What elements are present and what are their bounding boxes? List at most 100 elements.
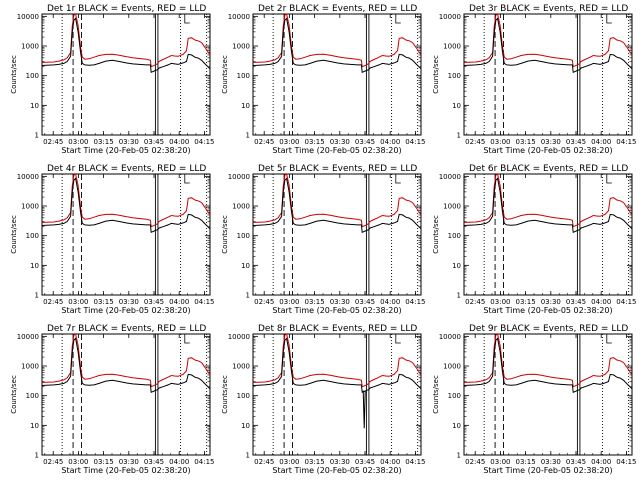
x-tick-label: 04:00 [169, 458, 189, 466]
x-tick-label: 04:00 [169, 298, 189, 306]
events-series [252, 337, 422, 394]
x-tick-label: 03:45 [566, 298, 586, 306]
x-tick-label: 03:00 [279, 138, 299, 146]
panel-title: Det 5r BLACK = Events, RED = LLD [258, 164, 417, 174]
y-tick-label: 10000 [17, 173, 39, 181]
lld-series [463, 333, 633, 388]
y-axis-label: Counts/sec [10, 55, 18, 94]
y-tick-label: 1 [457, 292, 461, 300]
y-tick-label: 10000 [228, 13, 250, 21]
x-tick-label: 02:45 [43, 138, 63, 146]
x-tick-label: 02:45 [254, 298, 274, 306]
x-tick-label: 04:00 [591, 138, 611, 146]
y-tick-label: 1 [457, 452, 461, 460]
plot-frame [463, 333, 633, 456]
plot-frame [41, 13, 211, 136]
y-tick-label: 1000 [232, 363, 250, 371]
y-tick-label: 100 [237, 232, 250, 240]
x-tick-label: 03:45 [144, 298, 164, 306]
x-tick-label: 02:45 [254, 138, 274, 146]
y-tick-label: 1000 [21, 43, 39, 51]
events-dropout [362, 390, 366, 429]
y-tick-label: 100 [26, 232, 39, 240]
y-tick-label: 1 [35, 452, 39, 460]
interval-bracket [606, 334, 612, 344]
x-tick-label: 04:15 [616, 298, 636, 306]
x-tick-label: 03:30 [119, 458, 139, 466]
x-tick-label: 02:45 [465, 138, 485, 146]
plot-frame [41, 333, 211, 456]
y-axis-label: Counts/sec [432, 375, 440, 414]
y-tick-label: 10 [452, 262, 461, 270]
y-axis-label: Counts/sec [10, 375, 18, 414]
x-tick-label: 04:15 [194, 138, 214, 146]
y-tick-label: 10000 [17, 333, 39, 341]
interval-bracket [184, 14, 190, 24]
panel-title: Det 9r BLACK = Events, RED = LLD [469, 324, 628, 334]
x-tick-label: 03:15 [94, 138, 114, 146]
x-axis-label: Start Time (20-Feb-05 02:38:20) [272, 146, 401, 155]
y-tick-label: 1000 [21, 203, 39, 211]
x-tick-label: 03:00 [490, 298, 510, 306]
detector-panel-8r: Det 8r BLACK = Events, RED = LLD 1 10 100 10… [221, 324, 425, 475]
y-tick-label: 100 [26, 72, 39, 80]
y-tick-label: 10 [241, 422, 250, 430]
plot-frame [252, 333, 422, 456]
y-tick-label: 100 [448, 72, 461, 80]
y-tick-label: 1 [457, 132, 461, 140]
x-tick-label: 03:30 [330, 458, 350, 466]
y-tick-label: 10 [241, 102, 250, 110]
interval-bracket [395, 174, 401, 184]
interval-bracket [395, 334, 401, 344]
y-tick-label: 1 [246, 452, 250, 460]
x-tick-label: 03:00 [279, 298, 299, 306]
events-series [463, 177, 633, 234]
y-tick-label: 100 [237, 392, 250, 400]
detector-panel-7r: Det 7r BLACK = Events, RED = LLD 1 10 100 10… [10, 324, 214, 475]
interval-bracket [184, 174, 190, 184]
detector-panel-9r: Det 9r BLACK = Events, RED = LLD 1 10 100 10… [432, 324, 636, 475]
events-series [41, 337, 211, 394]
y-axis-label: Counts/sec [221, 375, 229, 414]
y-tick-label: 100 [448, 392, 461, 400]
x-tick-label: 03:00 [68, 138, 88, 146]
detector-panel-2r: Det 2r BLACK = Events, RED = LLD 1 10 100 10… [221, 4, 425, 155]
y-axis-label: Counts/sec [221, 55, 229, 94]
x-tick-label: 04:00 [380, 298, 400, 306]
x-tick-label: 03:45 [144, 138, 164, 146]
x-tick-label: 02:45 [254, 458, 274, 466]
x-tick-label: 04:00 [591, 458, 611, 466]
lld-series [252, 173, 422, 228]
y-tick-label: 10 [452, 102, 461, 110]
lld-series [463, 13, 633, 68]
x-tick-label: 03:45 [355, 298, 375, 306]
x-tick-label: 03:30 [330, 298, 350, 306]
x-axis-label: Start Time (20-Feb-05 02:38:20) [272, 466, 401, 475]
x-tick-label: 03:30 [119, 298, 139, 306]
interval-bracket [606, 14, 612, 24]
y-tick-label: 10 [30, 422, 39, 430]
panel-title: Det 7r BLACK = Events, RED = LLD [47, 324, 206, 334]
x-tick-label: 04:00 [380, 458, 400, 466]
x-tick-label: 03:15 [305, 138, 325, 146]
x-tick-label: 04:15 [194, 298, 214, 306]
x-tick-label: 02:45 [465, 458, 485, 466]
x-tick-label: 03:15 [516, 138, 536, 146]
x-tick-label: 03:30 [541, 138, 561, 146]
events-series [252, 17, 422, 74]
lld-series [463, 173, 633, 228]
y-tick-label: 1 [35, 132, 39, 140]
panel-title: Det 1r BLACK = Events, RED = LLD [47, 4, 206, 14]
y-tick-label: 100 [448, 232, 461, 240]
x-axis-label: Start Time (20-Feb-05 02:38:20) [61, 466, 190, 475]
plot-frame [252, 173, 422, 296]
y-tick-label: 1000 [21, 363, 39, 371]
x-tick-label: 04:00 [380, 138, 400, 146]
lld-series [41, 173, 211, 228]
y-tick-label: 10000 [439, 13, 461, 21]
detector-panel-3r: Det 3r BLACK = Events, RED = LLD 1 10 100 10… [432, 4, 636, 155]
y-tick-label: 1 [35, 292, 39, 300]
events-series [463, 337, 633, 394]
events-series [463, 17, 633, 74]
x-tick-label: 04:15 [616, 458, 636, 466]
